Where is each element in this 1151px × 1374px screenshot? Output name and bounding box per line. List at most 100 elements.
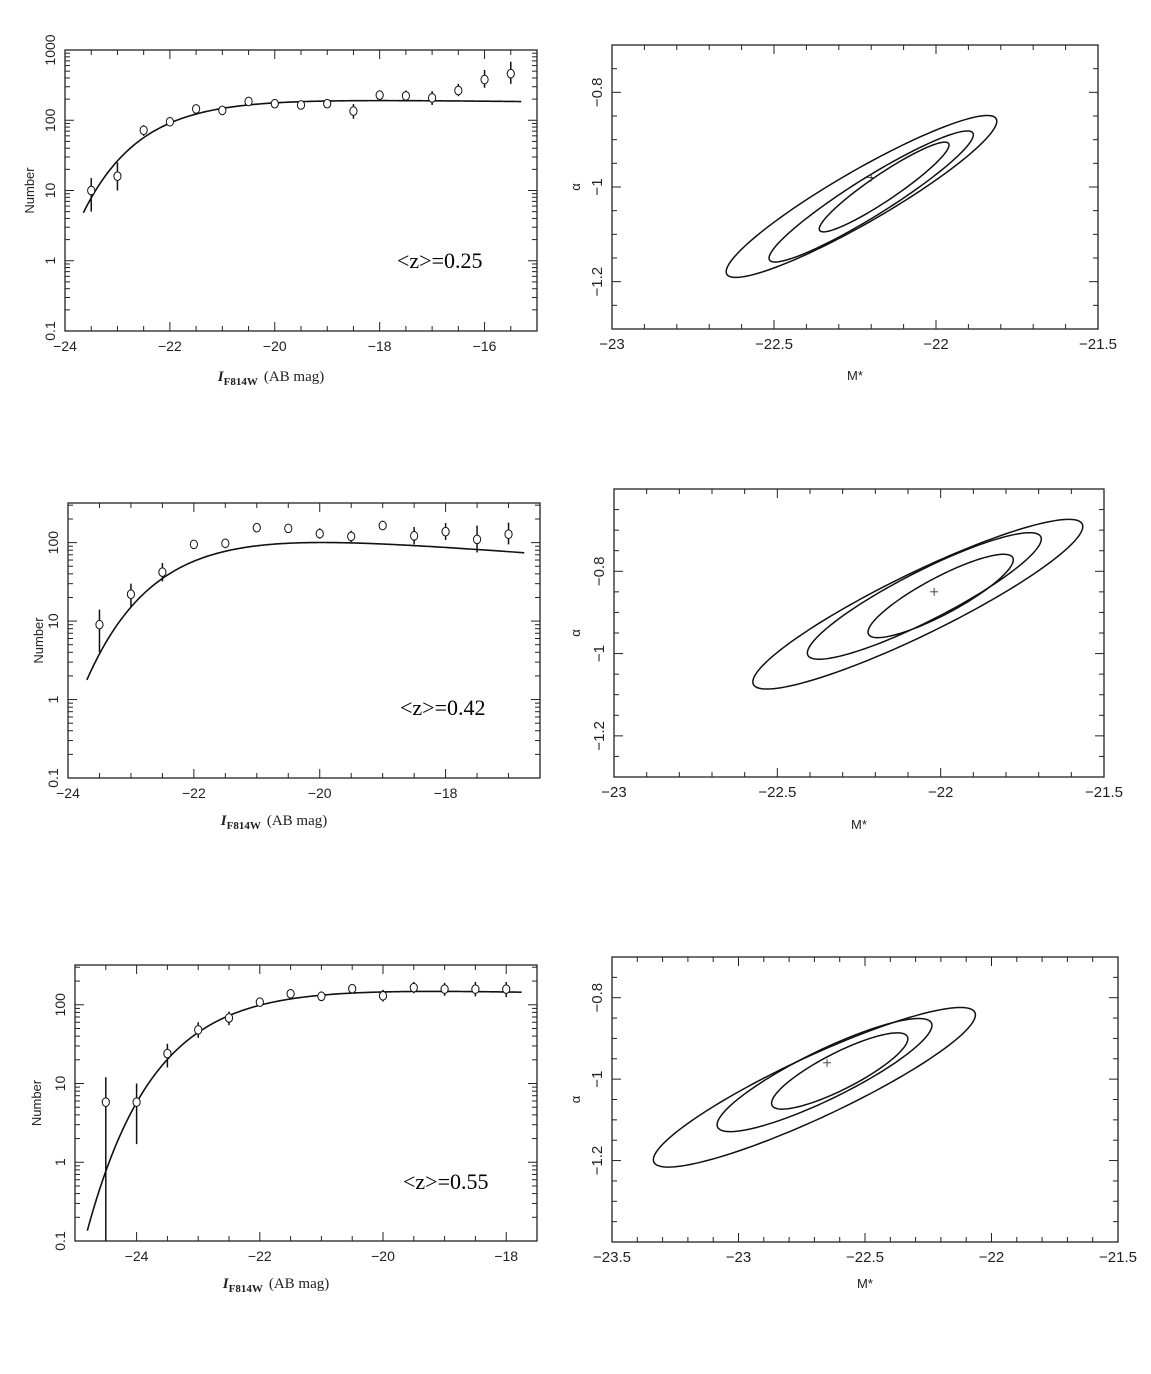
x-tick-label: −22 — [923, 336, 948, 353]
panel-3: −24 −22 −20 −18 0.1 1 10 100 IF814W (AB mag) Numbe… — [31, 502, 541, 832]
data-point — [126, 589, 136, 600]
data-point — [348, 983, 357, 994]
panel-4: −23 −22.5 −22 −21.5 −0.8 −1 −1.2 M* α — [568, 488, 1123, 832]
x-axis-title-sub: F814W — [229, 1283, 263, 1295]
data-point — [440, 984, 449, 994]
data-point — [349, 106, 358, 116]
x-axis-title-main: I — [220, 813, 228, 829]
plot-frame — [64, 49, 538, 332]
data-point — [194, 1025, 203, 1035]
x-axis-title-unit: (AB mag) — [269, 1276, 329, 1292]
y-tick-label: 1 — [52, 1158, 68, 1166]
x-tick-label: −23.5 — [593, 1249, 631, 1266]
redshift-annotation: <z>=0.55 — [403, 1169, 489, 1194]
y-tick-label: −1.2 — [589, 1146, 606, 1176]
confidence-contour-1 — [818, 141, 950, 233]
panel-2: −23 −22.5 −22 −21.5 −0.8 −1 −1.2 M* α — [568, 44, 1117, 383]
x-tick-label: −23 — [599, 336, 624, 353]
data-point — [409, 982, 418, 993]
data-point — [255, 997, 264, 1007]
data-point — [323, 98, 332, 109]
confidence-contour-3 — [652, 1006, 977, 1168]
best-fit-marker — [823, 1058, 832, 1067]
x-tick-label: −20 — [371, 1248, 395, 1264]
data-point — [165, 117, 174, 127]
data-point — [410, 531, 419, 541]
confidence-contour-3 — [752, 518, 1084, 690]
best-fit-marker — [867, 173, 876, 182]
x-axis-title: IF814W (AB mag) — [217, 369, 324, 388]
y-axis-title: α — [568, 183, 583, 191]
y-tick-label: 100 — [45, 531, 61, 555]
confidence-contour-2 — [716, 1017, 933, 1133]
data-point — [139, 125, 148, 136]
confidence-contour-3 — [725, 114, 998, 279]
data-point — [87, 185, 96, 196]
data-point — [315, 528, 324, 539]
y-tick-label: −0.8 — [591, 556, 608, 586]
y-tick-label: 0.1 — [45, 768, 61, 788]
x-axis-title-unit: (AB mag) — [264, 369, 324, 385]
x-tick-label: −21.5 — [1079, 336, 1117, 353]
data-point — [401, 91, 410, 101]
x-tick-label: −18 — [434, 785, 458, 801]
y-tick-label: −1.2 — [591, 721, 608, 751]
data-point — [113, 171, 122, 181]
data-point — [158, 567, 167, 577]
x-axis-title-main: I — [217, 369, 225, 385]
data-point — [428, 93, 437, 103]
data-point — [480, 74, 489, 85]
y-tick-label: 100 — [42, 108, 58, 132]
data-point — [244, 96, 253, 107]
confidence-contour-1 — [770, 1032, 909, 1110]
y-tick-label: 1 — [42, 257, 58, 265]
x-tick-label: −18 — [494, 1248, 518, 1264]
y-tick-label: −1 — [589, 178, 606, 195]
schechter-fit-line — [82, 99, 522, 214]
x-axis-title: IF814W (AB mag) — [222, 1276, 329, 1295]
confidence-contour-2 — [806, 531, 1043, 660]
data-point — [296, 100, 306, 110]
x-axis-title: M* — [851, 817, 867, 832]
redshift-annotation: <z>=0.42 — [400, 695, 486, 720]
x-axis-title: M* — [857, 1276, 873, 1291]
data-point — [472, 534, 482, 545]
y-tick-label: 0.1 — [42, 321, 58, 341]
x-axis-title: M* — [847, 368, 863, 383]
y-tick-label: −1 — [591, 645, 608, 662]
data-point — [375, 90, 384, 100]
y-axis-title: Number — [22, 167, 37, 214]
y-tick-label: 10 — [42, 183, 58, 199]
data-point — [101, 1097, 110, 1107]
x-tick-label: −23 — [601, 784, 626, 801]
data-point — [504, 529, 513, 540]
x-axis-title-sub: F814W — [224, 376, 258, 388]
data-point — [192, 104, 201, 114]
data-point — [163, 1048, 172, 1059]
panel-1: −24 −22 −20 −18 −16 0.1 1 10 100 1000 IF814W (AB ma… — [22, 34, 538, 388]
x-tick-label: −16 — [473, 338, 497, 354]
panel-5: −24 −22 −20 −18 0.1 1 10 100 IF814W (AB mag) Numbe… — [29, 964, 538, 1295]
data-point — [95, 619, 104, 630]
y-tick-label: −0.8 — [589, 983, 606, 1013]
confidence-contour-1 — [867, 553, 1015, 639]
x-tick-label: −21.5 — [1099, 1249, 1137, 1266]
x-tick-label: −22.5 — [755, 336, 793, 353]
y-tick-label: 0.1 — [52, 1231, 68, 1251]
y-tick-label: 100 — [52, 993, 68, 1017]
data-point — [132, 1097, 141, 1107]
data-point — [284, 523, 293, 534]
redshift-annotation: <z>=0.25 — [397, 248, 483, 273]
y-tick-label: −1.2 — [589, 267, 606, 297]
schechter-fit-line — [86, 990, 522, 1231]
data-point — [317, 991, 326, 1002]
data-point — [218, 105, 227, 116]
x-tick-label: −22.5 — [846, 1249, 884, 1266]
x-axis-title: IF814W (AB mag) — [220, 813, 327, 832]
x-axis-title-unit: (AB mag) — [267, 813, 327, 829]
y-axis-title: α — [568, 629, 583, 637]
x-tick-label: −22 — [182, 785, 206, 801]
schechter-fit-line — [86, 541, 525, 681]
x-tick-label: −20 — [308, 785, 332, 801]
x-axis-title-main: I — [222, 1276, 230, 1292]
